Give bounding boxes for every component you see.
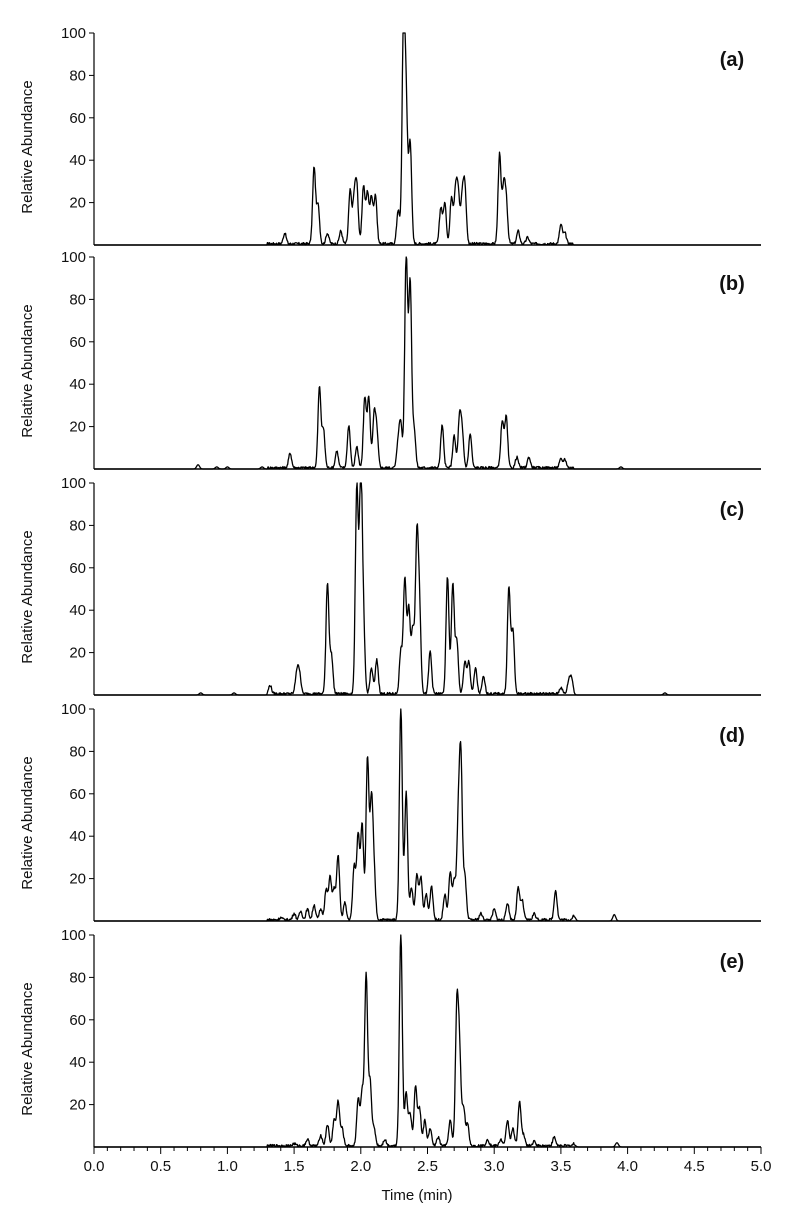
y-tick-label: 40 xyxy=(69,152,86,169)
y-tick-label: 20 xyxy=(69,1097,86,1114)
chromatogram-trace xyxy=(93,934,762,1148)
y-axis-label: Relative Abundance xyxy=(19,80,36,213)
x-tick-label: 4.0 xyxy=(617,1158,638,1175)
y-tick-label: 60 xyxy=(69,1012,86,1029)
panel-e: 20 40 60 80 100 Relative Abundance (e) xyxy=(19,927,762,1148)
panel-a: 20 40 60 80 100 Relative Abundance (a) xyxy=(19,25,762,246)
y-axis-label: Relative Abundance xyxy=(19,304,36,437)
panel-label: (a) xyxy=(720,49,744,71)
x-tick-label: 2.5 xyxy=(417,1158,438,1175)
x-tick-label: 2.0 xyxy=(350,1158,371,1175)
chromatogram-trace xyxy=(93,482,762,696)
panel-label: (e) xyxy=(720,951,744,973)
y-axis-label: Relative Abundance xyxy=(19,530,36,663)
y-tick-label: 60 xyxy=(69,786,86,803)
y-tick-label: 80 xyxy=(69,291,86,308)
y-tick-label: 20 xyxy=(69,871,86,888)
y-axis-label: Relative Abundance xyxy=(19,982,36,1115)
panel-c: 20 40 60 80 100 Relative Abundance (c) xyxy=(19,475,762,696)
y-axis-label: Relative Abundance xyxy=(19,756,36,889)
panel-d: 20 40 60 80 100 Relative Abundance (d) xyxy=(19,701,762,922)
y-tick-label: 80 xyxy=(69,743,86,760)
y-tick-label: 100 xyxy=(61,249,86,266)
y-tick-label: 100 xyxy=(61,475,86,492)
x-axis-label: Time (min) xyxy=(381,1187,452,1204)
y-tick-label: 40 xyxy=(69,828,86,845)
y-tick-label: 60 xyxy=(69,334,86,351)
x-tick-label: 5.0 xyxy=(751,1158,772,1175)
x-tick-label: 0.5 xyxy=(150,1158,171,1175)
y-tick-label: 40 xyxy=(69,602,86,619)
y-tick-label: 100 xyxy=(61,25,86,42)
x-axis: 0.0 0.5 1.0 1.5 2.0 2.5 3.0 3.5 4.0 4.5 5.0 xyxy=(84,1147,772,1175)
x-tick-label: 3.5 xyxy=(550,1158,571,1175)
chromatogram-trace xyxy=(93,32,762,246)
x-tick-label: 3.0 xyxy=(484,1158,505,1175)
y-tick-label: 80 xyxy=(69,517,86,534)
y-tick-label: 20 xyxy=(69,195,86,212)
panel-label: (c) xyxy=(720,499,744,521)
y-tick-label: 80 xyxy=(69,67,86,84)
y-tick-label: 20 xyxy=(69,419,86,436)
y-tick-label: 100 xyxy=(61,701,86,718)
panel-label: (d) xyxy=(719,725,745,747)
y-tick-label: 40 xyxy=(69,1054,86,1071)
y-tick-label: 60 xyxy=(69,110,86,127)
chromatogram-trace xyxy=(93,256,762,470)
panel-b: 20 40 60 80 100 Relative Abundance (b) xyxy=(19,249,762,470)
x-tick-label: 1.0 xyxy=(217,1158,238,1175)
y-tick-label: 80 xyxy=(69,969,86,986)
panel-label: (b) xyxy=(719,273,745,295)
y-tick-label: 100 xyxy=(61,927,86,944)
y-tick-label: 40 xyxy=(69,376,86,393)
chromatogram-trace xyxy=(93,708,762,922)
x-tick-label: 4.5 xyxy=(684,1158,705,1175)
y-tick-label: 20 xyxy=(69,645,86,662)
x-tick-label: 1.5 xyxy=(284,1158,305,1175)
chromatogram-panels: 20 40 60 80 100 Relative Abundance (a) 20 40 60 80… xyxy=(19,25,762,1148)
y-tick-label: 60 xyxy=(69,560,86,577)
x-tick-label: 0.0 xyxy=(84,1158,105,1175)
